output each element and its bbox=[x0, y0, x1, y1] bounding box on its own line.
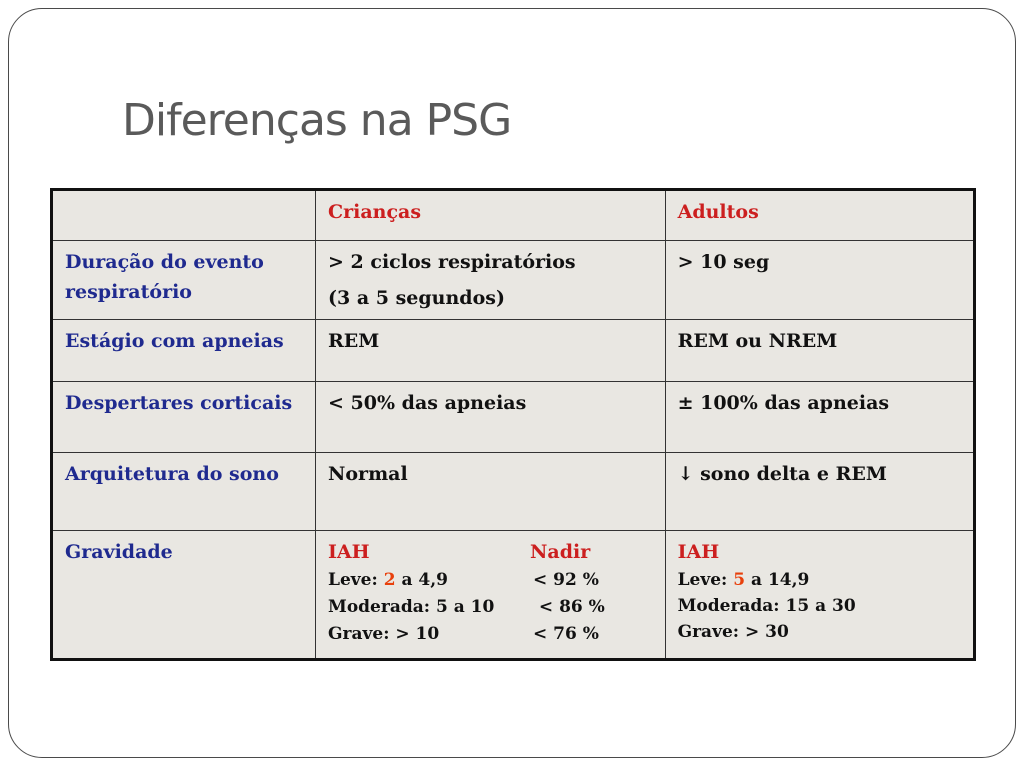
children-value-detail: (3 a 5 segundos) bbox=[328, 287, 505, 309]
nadir-value: < 92 % bbox=[533, 570, 599, 590]
comparison-table: Crianças Adultos Duração do evento respi… bbox=[50, 188, 976, 661]
severity-threshold: 5 bbox=[733, 570, 746, 590]
children-cell: < 50% das apneias bbox=[315, 381, 666, 453]
nadir-value: < 86 % bbox=[533, 597, 605, 617]
children-cell: Normal bbox=[315, 452, 666, 531]
children-value: > 2 ciclos respiratórios bbox=[328, 251, 576, 273]
row-label: Arquitetura do sono bbox=[50, 452, 317, 531]
severity-range: a 14,9 bbox=[745, 570, 810, 590]
severity-label: Leve: bbox=[677, 570, 734, 590]
severity-row: Leve: 2 a 4,9 < 92 % bbox=[328, 567, 655, 594]
severity-row: Grave: > 10 < 76 % bbox=[328, 621, 655, 648]
severity-row: Leve: 5 a 14,9 bbox=[678, 567, 963, 593]
row-label: Despertares corticais bbox=[50, 381, 317, 453]
nadir-value: < 76 % bbox=[533, 624, 599, 644]
children-cell: REM bbox=[315, 319, 666, 382]
adults-cell: > 10 seg bbox=[664, 240, 976, 320]
severity-range: a 4,9 bbox=[395, 570, 448, 590]
children-cell: > 2 ciclos respiratórios (3 a 5 segundos… bbox=[315, 240, 666, 320]
header-empty-cell bbox=[50, 189, 317, 241]
nadir-label: Nadir bbox=[530, 541, 591, 563]
severity-row: Grave: > 30 bbox=[677, 622, 789, 642]
adults-cell: REM ou NREM bbox=[664, 319, 976, 382]
children-gravity-cell: IAH Nadir Leve: 2 a 4,9 < 92 % Moderada:… bbox=[315, 530, 666, 660]
adults-cell: ↓ sono delta e REM bbox=[664, 452, 976, 531]
table-row: Despertares corticais < 50% das apneias … bbox=[50, 381, 976, 453]
severity-row: Moderada: 15 a 30 bbox=[677, 596, 856, 616]
header-children: Crianças bbox=[315, 189, 666, 241]
severity-label: Moderada: 5 a 10 bbox=[328, 597, 495, 617]
slide-title: Diferenças na PSG bbox=[122, 95, 512, 146]
children-gravity-head: IAH Nadir bbox=[328, 537, 655, 567]
row-label: Duração do evento respiratório bbox=[50, 240, 317, 320]
severity-threshold: 2 bbox=[383, 570, 396, 590]
table-row-gravity: Gravidade IAH Nadir Leve: 2 a 4,9 < 92 %… bbox=[50, 530, 976, 660]
severity-label: Leve: bbox=[328, 570, 384, 590]
adults-gravity-cell: IAH Leve: 5 a 14,9 Moderada: 15 a 30 Gra… bbox=[664, 530, 976, 660]
adults-iah-label: IAH bbox=[677, 541, 720, 563]
table-row: Arquitetura do sono Normal ↓ sono delta … bbox=[50, 452, 976, 531]
iah-label: IAH bbox=[328, 541, 370, 563]
row-label: Estágio com apneias bbox=[50, 319, 317, 382]
severity-row: Moderada: 5 a 10 < 86 % bbox=[328, 594, 655, 621]
header-adults: Adultos bbox=[664, 189, 976, 241]
table-row: Estágio com apneias REM REM ou NREM bbox=[50, 319, 976, 382]
table-row: Duração do evento respiratório > 2 ciclo… bbox=[50, 240, 976, 320]
row-label: Gravidade bbox=[50, 530, 317, 660]
adults-cell: ± 100% das apneias bbox=[664, 381, 976, 453]
severity-label: Grave: > 10 bbox=[328, 624, 440, 644]
table-header-row: Crianças Adultos bbox=[50, 189, 976, 241]
